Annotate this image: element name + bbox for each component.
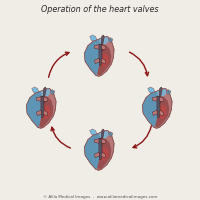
Polygon shape <box>108 132 113 136</box>
Polygon shape <box>39 96 53 127</box>
Polygon shape <box>94 139 99 143</box>
Polygon shape <box>142 91 159 127</box>
Polygon shape <box>102 45 106 49</box>
Polygon shape <box>148 87 155 93</box>
Polygon shape <box>160 97 164 101</box>
Polygon shape <box>101 58 106 64</box>
Polygon shape <box>102 139 106 143</box>
Polygon shape <box>99 45 102 65</box>
Polygon shape <box>50 90 55 94</box>
Polygon shape <box>84 131 114 170</box>
Polygon shape <box>159 105 167 119</box>
Polygon shape <box>153 110 157 116</box>
Polygon shape <box>142 89 172 128</box>
Polygon shape <box>99 131 109 139</box>
Polygon shape <box>94 45 99 49</box>
Polygon shape <box>43 110 48 116</box>
Polygon shape <box>97 138 111 169</box>
Polygon shape <box>36 97 41 101</box>
Polygon shape <box>95 152 99 158</box>
Polygon shape <box>101 147 109 161</box>
Polygon shape <box>43 105 51 119</box>
Polygon shape <box>99 35 104 52</box>
Polygon shape <box>99 139 102 159</box>
Polygon shape <box>90 129 97 135</box>
Polygon shape <box>99 37 109 45</box>
Polygon shape <box>97 44 111 75</box>
Polygon shape <box>84 37 114 76</box>
Polygon shape <box>44 97 48 101</box>
Polygon shape <box>101 53 109 67</box>
Polygon shape <box>99 129 104 146</box>
Polygon shape <box>152 97 157 101</box>
Polygon shape <box>41 97 44 117</box>
Polygon shape <box>41 89 51 97</box>
Polygon shape <box>41 87 46 104</box>
Polygon shape <box>84 133 101 169</box>
Polygon shape <box>155 96 169 127</box>
Polygon shape <box>84 39 101 75</box>
Polygon shape <box>26 91 43 127</box>
Polygon shape <box>157 87 162 104</box>
Polygon shape <box>157 97 160 117</box>
Polygon shape <box>26 89 56 128</box>
Polygon shape <box>37 110 41 116</box>
Polygon shape <box>166 90 171 94</box>
Text: Operation of the heart valves: Operation of the heart valves <box>41 5 159 14</box>
Text: © Alila Medical Images  -  www.alilamedicalimages.com: © Alila Medical Images - www.alilamedica… <box>43 195 157 199</box>
Polygon shape <box>90 35 97 41</box>
Polygon shape <box>95 58 99 64</box>
Polygon shape <box>108 38 113 43</box>
Polygon shape <box>159 110 164 116</box>
Polygon shape <box>32 87 39 93</box>
Polygon shape <box>101 152 106 158</box>
Polygon shape <box>157 89 167 97</box>
